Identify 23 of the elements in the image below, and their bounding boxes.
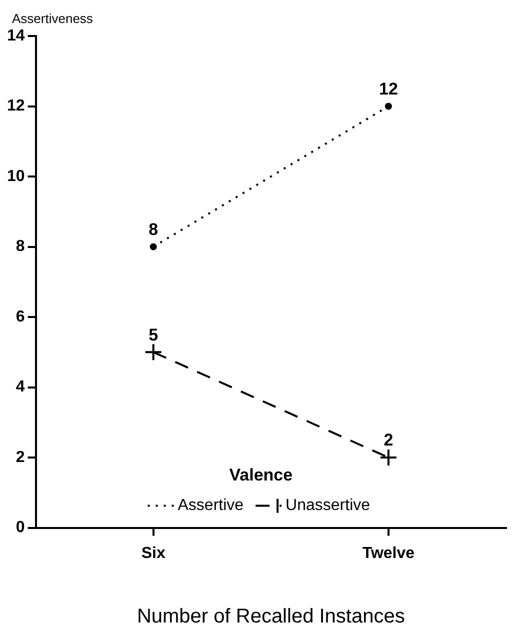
- x-axis-title: Number of Recalled Instances: [136, 606, 405, 628]
- y-tick-label: 8: [16, 238, 25, 256]
- y-tick-label: 4: [16, 378, 25, 396]
- y-tick-label: 6: [16, 308, 25, 326]
- point: [150, 243, 157, 250]
- y-tick-label: 0: [16, 519, 25, 536]
- y-tick-label: 12: [7, 98, 25, 115]
- y-axis-title: Assertiveness: [12, 11, 94, 26]
- legend-title: Valence: [229, 465, 293, 484]
- data-label: 12: [378, 79, 398, 98]
- point: [379, 448, 398, 467]
- data-label: 8: [148, 220, 158, 239]
- x-tick-label: Twelve: [362, 544, 415, 562]
- x-tick-label: Six: [141, 544, 166, 562]
- y-tick-label: 2: [16, 448, 25, 466]
- y-tick-label: 10: [7, 168, 25, 185]
- legend-label: Unassertive: [286, 497, 370, 514]
- point: [384, 102, 392, 110]
- y-tick-label: 14: [7, 27, 25, 44]
- legend-label: Assertive: [178, 497, 244, 514]
- data-label: 2: [384, 430, 394, 450]
- data-label: 5: [148, 325, 158, 344]
- point: [144, 343, 162, 362]
